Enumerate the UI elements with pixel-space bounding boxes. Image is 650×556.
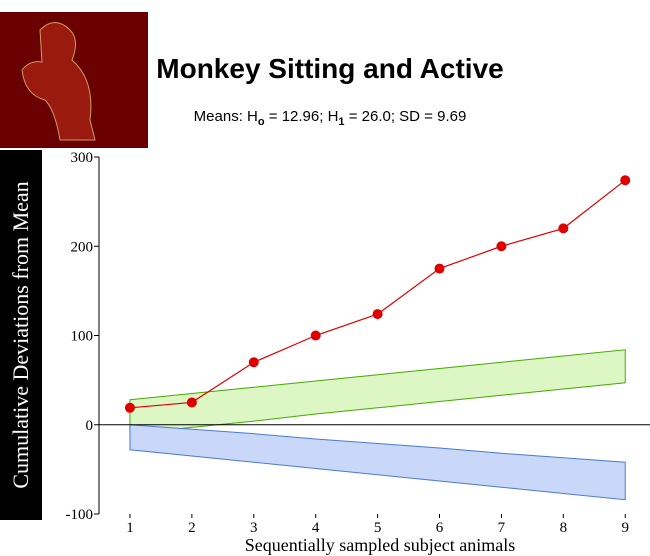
y-tick-label: 300 <box>71 150 94 166</box>
chart-title: Monkey Sitting and Active <box>156 53 503 84</box>
data-point <box>558 223 568 233</box>
data-point <box>373 309 383 319</box>
x-tick-label: 7 <box>498 520 506 536</box>
x-tick-label: 6 <box>436 520 444 536</box>
y-tick-label: 100 <box>71 329 94 345</box>
x-tick-label: 9 <box>621 520 629 536</box>
x-tick-label: 2 <box>188 520 196 536</box>
data-point <box>187 397 197 407</box>
data-point <box>620 175 630 185</box>
x-tick-label: 4 <box>312 520 320 536</box>
y-tick-label: -100 <box>66 507 94 523</box>
data-point <box>249 357 259 367</box>
y-tick-label: 200 <box>71 239 94 255</box>
chart-subtitle: Means: Ho = 12.96; H1 = 26.0; SD = 9.69 <box>194 108 467 128</box>
y-axis-label: Cumulative Deviations from Mean <box>8 181 33 488</box>
band <box>130 350 625 434</box>
data-point <box>435 264 445 274</box>
band <box>130 425 625 500</box>
subtitle-part: Means: H <box>194 108 258 125</box>
x-tick-label: 5 <box>374 520 382 536</box>
subtitle-part: = 12.96; H <box>265 108 339 125</box>
data-point <box>125 403 135 413</box>
y-tick-label: 0 <box>86 418 94 434</box>
subtitle-part: = 26.0; SD = 9.69 <box>345 108 467 125</box>
monkey-image <box>0 12 148 148</box>
x-tick-label: 1 <box>126 520 134 536</box>
x-tick-label: 8 <box>560 520 568 536</box>
chart: Monkey Sitting and Active Means: Ho = 12… <box>0 0 650 556</box>
data-point <box>496 241 506 251</box>
x-tick-label: 3 <box>250 520 258 536</box>
x-axis-label: Sequentially sampled subject animals <box>245 535 515 555</box>
data-point <box>311 331 321 341</box>
page: {"chart_data":{"type":"line","title":"Mo… <box>0 0 650 556</box>
